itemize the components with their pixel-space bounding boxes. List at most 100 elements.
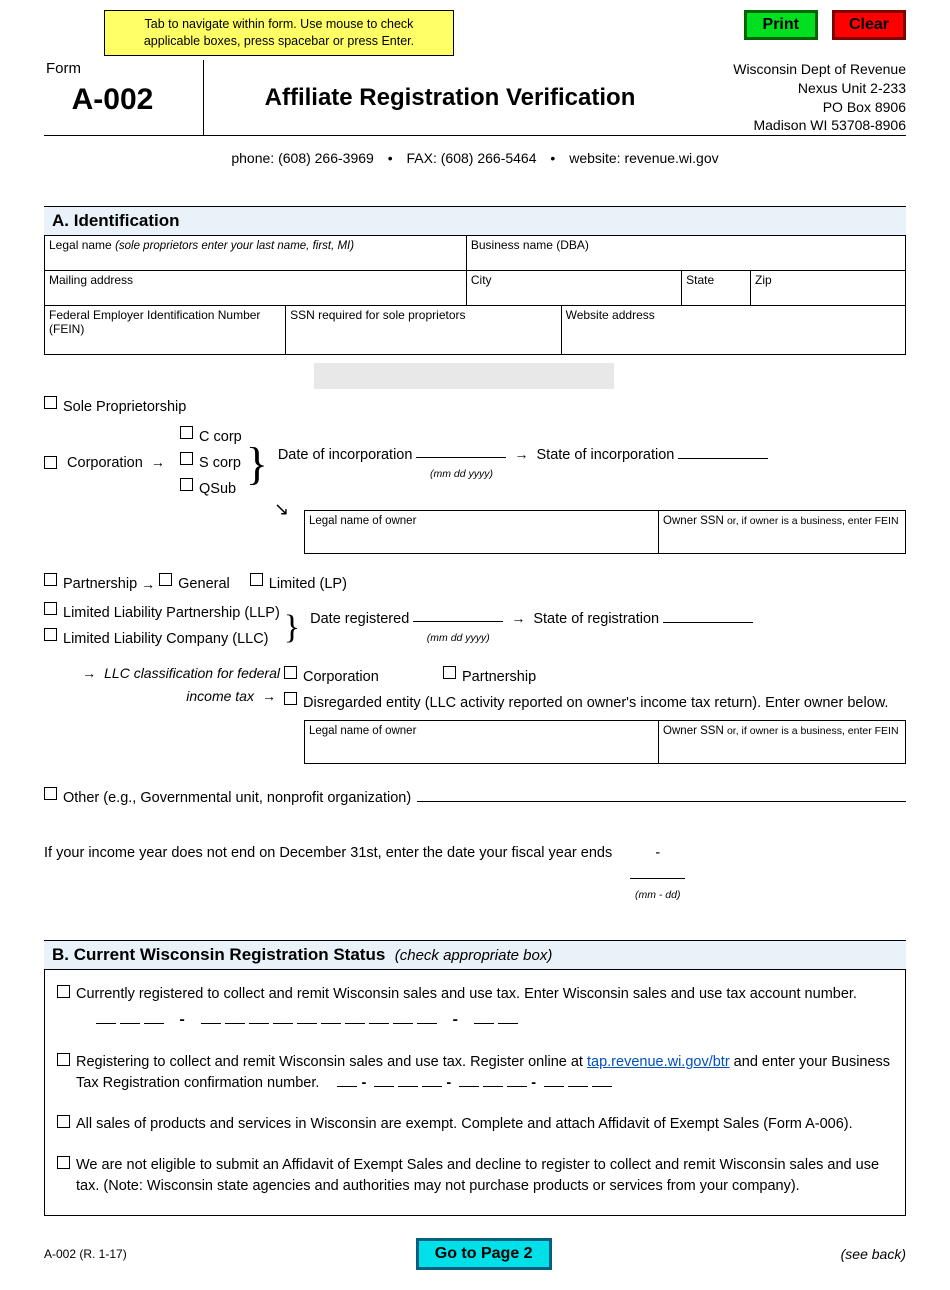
state-field[interactable]: State: [682, 271, 751, 306]
state-reg-input[interactable]: [663, 609, 753, 623]
owner-ssn-hint: or, if owner is a business, enter FEIN: [727, 515, 899, 527]
owner-ssn-field-2[interactable]: Owner SSN or, if owner is a business, en…: [659, 721, 905, 762]
limited-label: Limited (LP): [269, 574, 347, 596]
website-field[interactable]: Website address: [562, 306, 906, 355]
section-a-header: A. Identification: [44, 206, 906, 236]
clear-button[interactable]: Clear: [832, 10, 906, 40]
fiscal-dash: -: [630, 843, 685, 865]
dept-line-2: Nexus Unit 2-233: [706, 79, 906, 98]
scorp-label: S corp: [199, 453, 241, 475]
navigation-hint: Tab to navigate within form. Use mouse t…: [104, 10, 454, 56]
fein-field[interactable]: Federal Employer Identification Number (…: [45, 306, 286, 355]
general-checkbox[interactable]: [159, 573, 172, 586]
doi-input[interactable]: [416, 444, 506, 458]
form-label: Form: [44, 60, 181, 77]
city-field[interactable]: City: [467, 271, 682, 306]
contact-line: phone: (608) 266-3969 • FAX: (608) 266-5…: [44, 150, 906, 166]
legal-name-label: Legal name: [49, 238, 112, 252]
sole-prop-checkbox[interactable]: [44, 396, 57, 409]
gray-block: [314, 363, 614, 389]
corporation-checkbox[interactable]: [44, 456, 57, 469]
regstatus-opt1-label: Currently registered to collect and remi…: [76, 986, 857, 1002]
ccorp-checkbox[interactable]: [180, 426, 193, 439]
llc-corp-checkbox[interactable]: [284, 666, 297, 679]
llc-checkbox[interactable]: [44, 628, 57, 641]
fiscal-format: (mm - dd): [630, 888, 685, 904]
llc-corp-label: Corporation: [303, 667, 443, 689]
llp-checkbox[interactable]: [44, 602, 57, 615]
date-reg-format: (mm dd yyyy): [413, 631, 503, 647]
ccorp-label: C corp: [199, 427, 242, 449]
scorp-checkbox[interactable]: [180, 452, 193, 465]
other-label: Other (e.g., Governmental unit, nonprofi…: [63, 788, 411, 810]
limited-checkbox[interactable]: [250, 573, 263, 586]
form-revision: A-002 (R. 1-17): [44, 1247, 127, 1261]
llc-part-label: Partnership: [462, 667, 536, 689]
owner-legal-field[interactable]: Legal name of owner: [305, 511, 659, 552]
mailing-address-field[interactable]: Mailing address: [45, 271, 467, 306]
partnership-checkbox[interactable]: [44, 573, 57, 586]
website-value: revenue.wi.gov: [624, 150, 718, 166]
fein-label: Federal Employer Identification Number (…: [49, 308, 260, 336]
owner-legal-label: Legal name of owner: [309, 515, 416, 527]
owner-ssn-label-2: Owner SSN: [663, 725, 724, 737]
fiscal-year-input[interactable]: [630, 865, 685, 879]
llc-part-checkbox[interactable]: [443, 666, 456, 679]
section-b-sub: (check appropriate box): [395, 947, 553, 964]
partnership-label: Partnership: [63, 574, 137, 596]
soi-input[interactable]: [678, 445, 768, 459]
section-b-header: B. Current Wisconsin Registration Status…: [44, 940, 906, 970]
page-title: Affiliate Registration Verification: [204, 60, 696, 136]
see-back-label: (see back): [841, 1246, 906, 1262]
dept-address: Wisconsin Dept of Revenue Nexus Unit 2-2…: [696, 60, 906, 136]
regstatus-opt2-checkbox[interactable]: [57, 1053, 70, 1066]
owner-ssn-field[interactable]: Owner SSN or, if owner is a business, en…: [659, 511, 905, 552]
date-reg-input[interactable]: [413, 608, 503, 622]
phone-value: (608) 266-3969: [278, 150, 374, 166]
regstatus-opt2a: Registering to collect and remit Wiscons…: [76, 1054, 587, 1070]
date-reg-label: Date registered: [310, 611, 409, 627]
legal-name-field[interactable]: Legal name (sole proprietors enter your …: [45, 236, 467, 271]
regstatus-opt4-label: We are not eligible to submit an Affidav…: [76, 1155, 893, 1197]
ssn-field[interactable]: SSN required for sole proprietors: [286, 306, 562, 355]
other-checkbox[interactable]: [44, 787, 57, 800]
print-button[interactable]: Print: [744, 10, 818, 40]
btr-link[interactable]: tap.revenue.wi.gov/btr: [587, 1054, 730, 1070]
dept-line-3: PO Box 8906: [706, 98, 906, 117]
zip-field[interactable]: Zip: [751, 271, 906, 306]
state-reg-label: State of registration: [533, 611, 659, 627]
confirmation-number-input[interactable]: - - -: [335, 1075, 614, 1091]
go-to-page-2-button[interactable]: Go to Page 2: [416, 1238, 552, 1270]
owner-box-2: Legal name of owner Owner SSN or, if own…: [304, 720, 906, 763]
legal-name-hint: (sole proprietors enter your last name, …: [115, 240, 354, 252]
corporation-label: Corporation: [67, 455, 143, 471]
llc-label: Limited Liability Company (LLC): [63, 629, 269, 651]
llp-label: Limited Liability Partnership (LLP): [63, 603, 280, 625]
account-number-input[interactable]: - -: [94, 1011, 893, 1032]
state-label: State: [686, 273, 714, 287]
section-b-title: B. Current Wisconsin Registration Status: [52, 945, 385, 964]
fiscal-year-label: If your income year does not end on Dece…: [44, 843, 612, 865]
soi-label: State of incorporation: [537, 447, 675, 463]
owner-legal-field-2[interactable]: Legal name of owner: [305, 721, 659, 762]
mailing-label: Mailing address: [49, 273, 133, 287]
dba-field[interactable]: Business name (DBA): [467, 236, 906, 271]
website-label: website:: [569, 150, 620, 166]
regstatus-opt1-checkbox[interactable]: [57, 985, 70, 998]
ssn-label: SSN required for sole proprietors: [290, 308, 465, 322]
form-number: A-002: [44, 83, 181, 117]
regstatus-opt4-checkbox[interactable]: [57, 1156, 70, 1169]
fax-label: FAX:: [407, 150, 437, 166]
form-number-block: Form A-002: [44, 60, 204, 136]
llc-disregard-checkbox[interactable]: [284, 692, 297, 705]
llc-class-label: LLC classification for federal income ta…: [104, 665, 280, 704]
sole-prop-label: Sole Proprietorship: [63, 397, 186, 419]
regstatus-opt3-checkbox[interactable]: [57, 1115, 70, 1128]
qsub-checkbox[interactable]: [180, 478, 193, 491]
regstatus-opt3-label: All sales of products and services in Wi…: [76, 1114, 893, 1135]
owner-ssn-label: Owner SSN: [663, 515, 724, 527]
owner-legal-label-2: Legal name of owner: [309, 725, 416, 737]
fax-value: (608) 266-5464: [441, 150, 537, 166]
dept-line-1: Wisconsin Dept of Revenue: [706, 60, 906, 79]
other-input[interactable]: [417, 788, 906, 802]
